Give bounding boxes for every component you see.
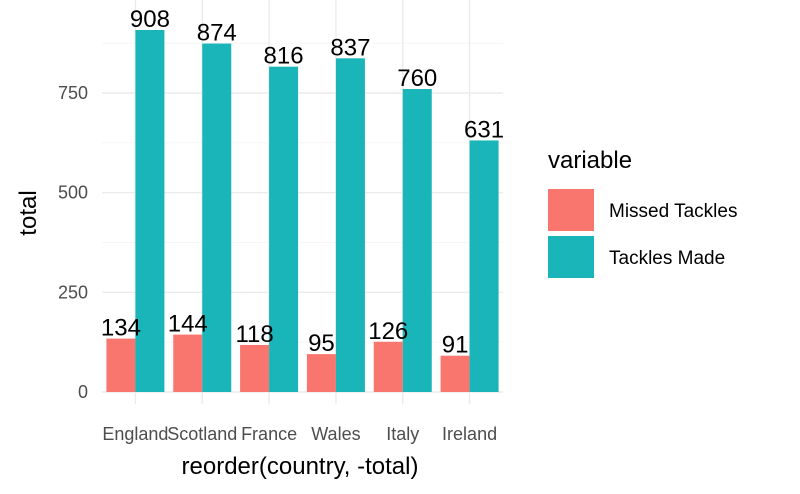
data-label: 134 — [101, 315, 141, 342]
bar — [335, 58, 365, 392]
legend-label: Missed Tackles — [609, 201, 737, 222]
bar — [135, 30, 165, 392]
x-tick-label: France — [241, 424, 297, 444]
legend-title: variable — [548, 147, 632, 174]
y-tick-label: 0 — [78, 382, 88, 402]
data-label: 126 — [368, 318, 408, 345]
legend-swatch — [548, 189, 594, 231]
data-label: 631 — [464, 116, 504, 143]
bar — [469, 140, 499, 392]
legend-swatch — [548, 236, 594, 278]
y-tick-label: 750 — [58, 83, 88, 103]
x-tick-label: Italy — [386, 424, 419, 444]
y-axis-ticks: 0 250 500 750 — [58, 83, 88, 402]
bar — [202, 43, 232, 392]
data-label: 95 — [308, 330, 335, 357]
data-label: 908 — [130, 6, 170, 33]
bar — [402, 89, 432, 392]
bar — [240, 344, 270, 392]
data-label: 874 — [197, 20, 237, 47]
bar — [106, 338, 136, 392]
data-label: 760 — [397, 65, 437, 92]
bar — [173, 334, 203, 392]
legend: variable Missed Tackles Tackles Made — [548, 147, 737, 278]
data-label: 91 — [442, 332, 469, 359]
bar — [306, 354, 336, 392]
bar — [269, 66, 299, 393]
bar — [373, 341, 403, 392]
data-label: 837 — [330, 34, 370, 61]
bar — [440, 355, 470, 392]
x-tick-label: Scotland — [167, 424, 237, 444]
bars — [106, 30, 499, 393]
y-tick-label: 500 — [58, 183, 88, 203]
data-label: 816 — [264, 43, 304, 70]
y-axis-title: total — [15, 190, 42, 235]
x-tick-label: Ireland — [442, 424, 497, 444]
legend-label: Tackles Made — [609, 248, 725, 269]
x-axis-title: reorder(country, -total) — [182, 453, 419, 480]
x-tick-label: England — [102, 424, 168, 444]
x-tick-label: Wales — [311, 424, 360, 444]
data-label: 144 — [168, 311, 208, 338]
data-label: 118 — [235, 321, 273, 348]
data-labels: 134 908 144 874 118 816 95 837 126 760 91 631 — [101, 6, 504, 359]
y-tick-label: 250 — [58, 282, 88, 302]
